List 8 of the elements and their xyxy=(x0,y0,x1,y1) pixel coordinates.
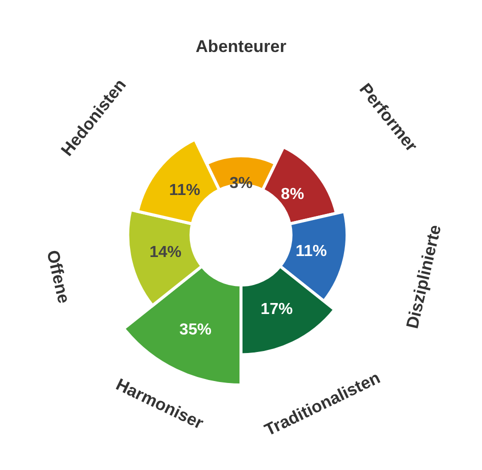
category-label: Offene xyxy=(42,248,74,306)
data-label: 11% xyxy=(296,243,327,260)
category-label: Abenteurer xyxy=(196,37,287,56)
data-label: 17% xyxy=(260,301,293,318)
data-label: 11% xyxy=(169,182,200,200)
data-label: 8% xyxy=(280,186,304,203)
data-label: 35% xyxy=(179,322,212,339)
data-label: 14% xyxy=(149,244,182,262)
